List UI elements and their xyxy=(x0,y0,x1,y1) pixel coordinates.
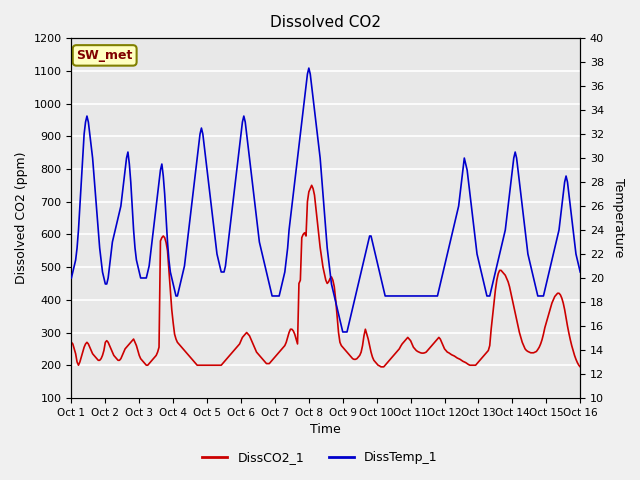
Text: SW_met: SW_met xyxy=(77,49,133,62)
Y-axis label: Temperature: Temperature xyxy=(612,179,625,258)
Title: Dissolved CO2: Dissolved CO2 xyxy=(270,15,381,30)
Legend: DissCO2_1, DissTemp_1: DissCO2_1, DissTemp_1 xyxy=(197,446,443,469)
Y-axis label: Dissolved CO2 (ppm): Dissolved CO2 (ppm) xyxy=(15,152,28,284)
X-axis label: Time: Time xyxy=(310,423,341,436)
